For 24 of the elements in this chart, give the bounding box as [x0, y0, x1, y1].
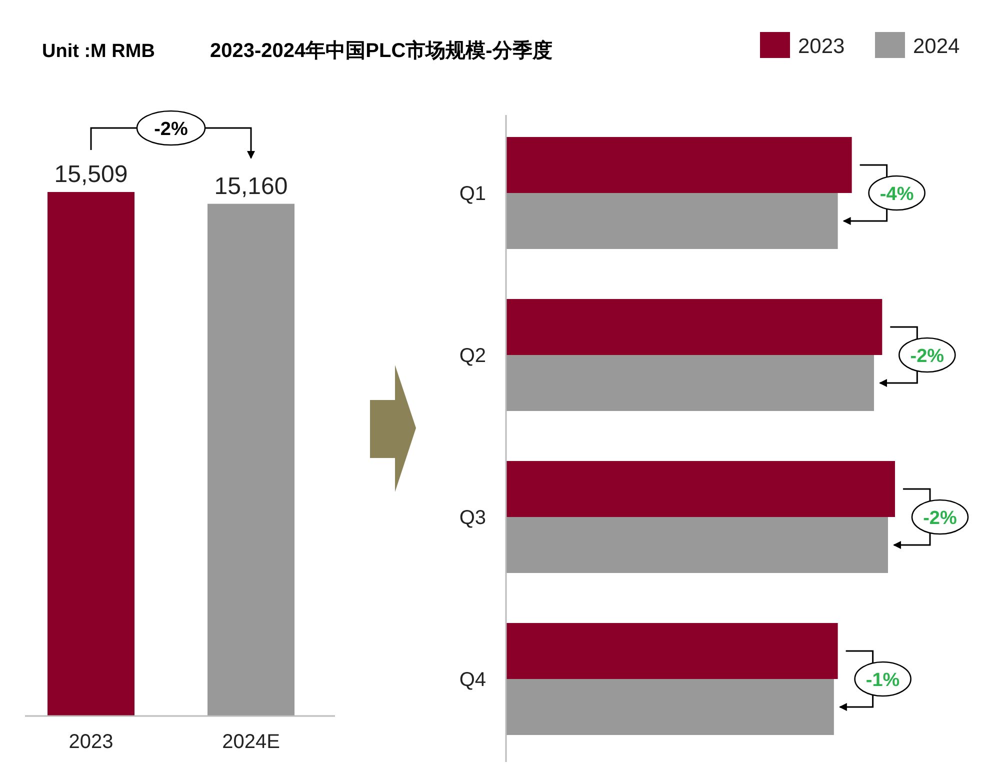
legend-label: 2024	[913, 35, 960, 58]
chart-subtitle: Unit :M RMB	[42, 41, 155, 62]
legend-label: 2023	[798, 35, 845, 58]
bar	[506, 623, 838, 679]
y-tick-label: Q3	[459, 507, 486, 529]
annotation: -4%	[880, 184, 914, 205]
x-tick-label: 2024E	[222, 731, 280, 753]
y-tick-label: Q2	[459, 345, 486, 367]
bar	[506, 137, 852, 193]
bar	[506, 355, 874, 411]
y-tick-label: Q1	[459, 183, 486, 205]
bar	[506, 679, 834, 735]
bar	[506, 193, 838, 249]
annotation: -1%	[866, 670, 900, 691]
bar	[506, 517, 888, 573]
data-label: 15,509	[54, 161, 128, 188]
bar	[506, 461, 895, 517]
text: -2%	[910, 346, 944, 367]
text: -2%	[923, 508, 957, 529]
bar	[506, 299, 882, 355]
y-tick-label: Q4	[459, 669, 486, 691]
text: 2023-2024年中国PLC市场规模-分季度	[210, 39, 552, 62]
data-label: 15,160	[214, 172, 288, 200]
text: -2%	[154, 119, 188, 140]
